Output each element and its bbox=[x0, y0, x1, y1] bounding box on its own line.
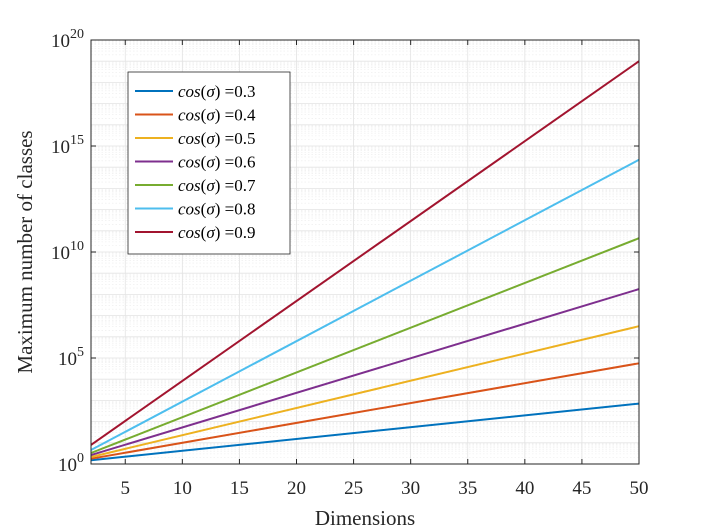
legend-label-1: cos(σ) =0.3 bbox=[178, 82, 255, 101]
y-axis: 100 105 1010 1015 1020 bbox=[51, 27, 639, 476]
series-line-1 bbox=[90, 402, 640, 462]
y-tick-label: 1010 bbox=[51, 239, 84, 264]
legend-label-5: cos(σ) =0.7 bbox=[178, 176, 256, 195]
x-tick-label: 20 bbox=[287, 478, 306, 499]
y-tick-label: 1020 bbox=[51, 27, 84, 52]
x-tick-label: 30 bbox=[401, 478, 420, 499]
x-tick-label: 40 bbox=[515, 478, 534, 499]
y-tick-label: 105 bbox=[58, 345, 84, 370]
series-line-2 bbox=[90, 362, 640, 460]
legend-label-4: cos(σ) =0.6 bbox=[178, 153, 255, 172]
legend-label-2: cos(σ) =0.4 bbox=[178, 106, 256, 125]
series-line-3 bbox=[90, 325, 640, 458]
series-line-4 bbox=[90, 288, 640, 457]
legend-label-6: cos(σ) =0.8 bbox=[178, 200, 255, 219]
legend-label-3: cos(σ) =0.5 bbox=[178, 129, 255, 148]
series-line-7 bbox=[90, 60, 640, 446]
x-axis-title: Dimensions bbox=[315, 506, 415, 530]
series-layer bbox=[90, 60, 640, 462]
x-tick-label: 45 bbox=[572, 478, 591, 499]
x-tick-label: 10 bbox=[173, 478, 192, 499]
legend-box bbox=[127, 71, 291, 255]
series-line-6 bbox=[90, 158, 640, 451]
y-tick-label: 1015 bbox=[51, 133, 84, 158]
legend-label-7: cos(σ) =0.9 bbox=[178, 223, 255, 242]
series-line-5 bbox=[90, 237, 640, 454]
y-tick-label: 100 bbox=[58, 451, 84, 476]
x-tick-label: 35 bbox=[458, 478, 477, 499]
x-tick-label: 50 bbox=[630, 478, 649, 499]
y-axis-title: Maximum number of classes bbox=[13, 130, 37, 373]
x-axis: 5 10 15 20 25 30 35 40 45 50 bbox=[121, 40, 649, 499]
x-tick-label: 15 bbox=[230, 478, 249, 499]
x-tick-label: 5 bbox=[121, 478, 131, 499]
legend: cos(σ) =0.3 cos(σ) =0.4 cos(σ) =0.5 cos(σ) … bbox=[127, 71, 291, 255]
x-tick-label: 25 bbox=[344, 478, 363, 499]
